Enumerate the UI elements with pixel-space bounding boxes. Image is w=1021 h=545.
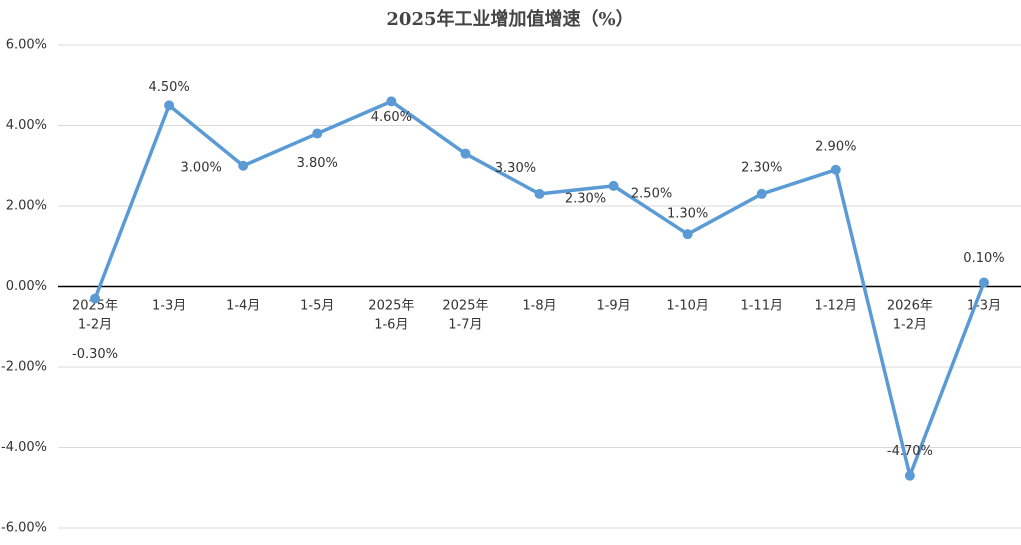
x-tick-label: 2025年 1-2月 [72, 298, 118, 332]
x-tick-label: 1-10月 [666, 298, 709, 313]
x-tick-line: 1-6月 [374, 317, 408, 332]
data-point [534, 188, 545, 199]
data-label: 2.90% [815, 139, 856, 154]
chart-title: 2025年工业增加值增速（%） [386, 8, 633, 30]
x-tick-label: 1-3月 [152, 298, 186, 313]
x-tick-label: 1-8月 [522, 298, 556, 313]
y-tick-label: -6.00% [1, 521, 47, 536]
x-tick-label: 1-9月 [596, 298, 630, 313]
data-point [238, 160, 249, 171]
y-tick-label: 2.00% [6, 199, 47, 214]
y-tick-label: -2.00% [1, 360, 47, 375]
data-point [460, 148, 471, 159]
data-label: 0.10% [963, 251, 1004, 266]
y-tick-label: 0.00% [6, 279, 47, 294]
x-tick-line: 1-3月 [152, 298, 186, 313]
x-tick-line: 2025年 [72, 298, 118, 313]
data-label: 3.30% [495, 161, 536, 176]
x-tick-label: 1-5月 [300, 298, 334, 313]
x-tick-line: 1-10月 [666, 298, 709, 313]
data-label: 3.00% [181, 160, 222, 175]
data-point [312, 128, 323, 139]
data-point [904, 470, 915, 481]
x-tick-label: 2025年 1-7月 [442, 298, 488, 332]
data-label: 4.60% [371, 110, 412, 125]
x-tick-line: 1-2月 [893, 317, 927, 332]
data-label: 4.50% [148, 80, 189, 95]
data-point [164, 100, 175, 111]
x-tick-line: 1-5月 [300, 298, 334, 313]
x-tick-label: 1-4月 [226, 298, 260, 313]
data-label: -4.70% [887, 444, 933, 459]
series-line [93, 99, 986, 478]
x-tick-line: 1-8月 [522, 298, 556, 313]
data-label: 2.30% [565, 191, 606, 206]
x-tick-line: 1-2月 [78, 317, 112, 332]
data-point [978, 277, 989, 288]
y-tick-label: 4.00% [6, 118, 47, 133]
data-point [830, 164, 841, 175]
x-tick-line: 1-7月 [448, 317, 482, 332]
data-point [608, 180, 619, 191]
data-label: -0.30% [72, 347, 118, 362]
x-tick-label: 1-11月 [740, 298, 783, 313]
data-label: 1.30% [667, 207, 708, 222]
y-tick-label: -4.00% [1, 440, 47, 455]
x-tick-line: 2025年 [368, 298, 414, 313]
data-point [682, 229, 693, 240]
data-label: 2.50% [631, 186, 672, 201]
x-tick-line: 2026年 [887, 298, 933, 313]
x-tick-line: 1-12月 [815, 298, 858, 313]
x-tick-line: 1-11月 [740, 298, 783, 313]
data-label: 2.30% [741, 160, 782, 175]
data-point [90, 293, 101, 304]
x-tick-line: 2025年 [442, 298, 488, 313]
x-tick-label: 2025年 1-6月 [368, 298, 414, 332]
x-tick-line: 1-4月 [226, 298, 260, 313]
x-tick-label: 1-12月 [815, 298, 858, 313]
x-tick-label: 2026年 1-2月 [887, 298, 933, 332]
data-point [756, 188, 767, 199]
x-tick-line: 1-9月 [596, 298, 630, 313]
data-label: 3.80% [297, 156, 338, 171]
data-point [386, 96, 397, 107]
y-tick-label: 6.00% [6, 38, 47, 53]
